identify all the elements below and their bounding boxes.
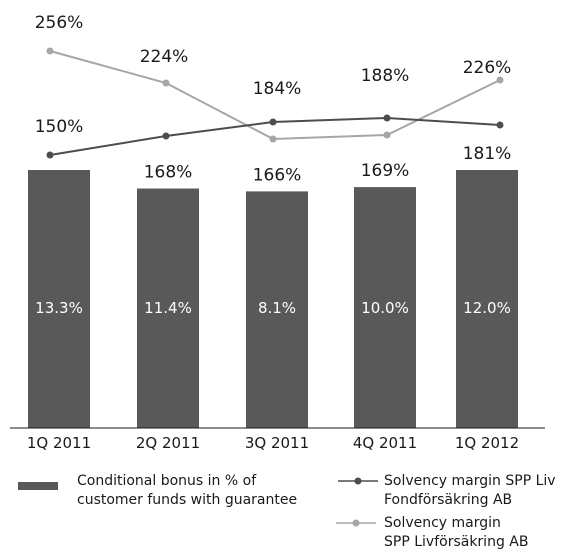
solvency-bar-label-3: 166%	[253, 165, 302, 185]
legend-line-dark-marker	[354, 477, 362, 485]
legend-line-dark-text-2: Fondförsäkring AB	[384, 492, 512, 508]
x-tick-label-1: 1Q 2011	[27, 434, 91, 452]
bar-2	[137, 188, 199, 428]
solvency-spp-liv-fondforsakring-point-2	[162, 132, 170, 140]
solvency-spp-livforsakring-point-1	[46, 47, 54, 55]
livforsakring-label-1: 256%	[35, 13, 84, 33]
solvency-bar-label-4: 169%	[361, 161, 410, 181]
bar-value-label-5: 12.0%	[463, 299, 511, 317]
solvency-spp-liv-fondforsakring-point-5	[496, 121, 504, 129]
livforsakring-label-2: 224%	[140, 47, 189, 67]
solvency-bar-label-5: 181%	[463, 144, 512, 164]
bar-4	[354, 187, 416, 428]
labels-layer: 13.3% 11.4% 168% 8.1% 166% 10.0% 169% 12.0% 181%…	[35, 13, 512, 317]
x-tick-label-2: 2Q 2011	[136, 434, 200, 452]
livforsakring-label-4: 188%	[361, 66, 410, 86]
x-tick-label-4: 4Q 2011	[353, 434, 417, 452]
x-tick-label-3: 3Q 2011	[245, 434, 309, 452]
legend-bar-swatch	[18, 482, 58, 490]
legend-line-light-text-1: Solvency margin	[384, 515, 501, 531]
bar-value-label-1: 13.3%	[35, 299, 83, 317]
solvency-spp-livforsakring-point-2	[162, 79, 170, 87]
legend-bar-text-2: customer funds with guarantee	[77, 492, 297, 508]
livforsakring-label-3: 184%	[253, 79, 302, 99]
solvency-spp-liv-fondforsakring-point-4	[383, 114, 391, 122]
livforsakring-label-5: 226%	[463, 58, 512, 78]
x-axis-ticks: 1Q 2011 2Q 2011 3Q 2011 4Q 2011 1Q 2012	[27, 434, 519, 452]
legend: Conditional bonus in % of customer funds …	[18, 473, 556, 550]
x-tick-label-5: 1Q 2012	[455, 434, 519, 452]
bars-layer	[28, 170, 518, 428]
bar-3	[246, 191, 308, 428]
solvency-spp-livforsakring-point-4	[383, 131, 391, 139]
bar-value-label-2: 11.4%	[144, 299, 192, 317]
solvency-bar-label-2: 168%	[144, 163, 193, 183]
fondforsakring-label-1: 150%	[35, 117, 84, 137]
bar-5	[456, 170, 518, 428]
legend-line-light-text-2: SPP Livförsäkring AB	[384, 534, 528, 550]
legend-line-dark-text-1: Solvency margin SPP Liv	[384, 473, 556, 489]
bar-value-label-3: 8.1%	[258, 299, 296, 317]
bar-1	[28, 170, 90, 428]
solvency-spp-livforsakring-point-5	[496, 76, 504, 84]
solvency-spp-liv-fondforsakring-point-3	[269, 118, 277, 126]
bar-value-label-4: 10.0%	[361, 299, 409, 317]
solvency-spp-liv-fondforsakring-point-1	[46, 151, 54, 159]
legend-bar-text-1: Conditional bonus in % of	[77, 473, 257, 489]
solvency-spp-livforsakring-point-3	[269, 135, 277, 143]
lines-layer	[46, 47, 504, 159]
legend-line-light-marker	[352, 519, 360, 527]
